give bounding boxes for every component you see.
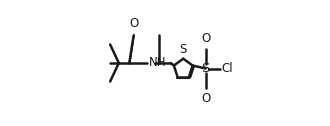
Text: Cl: Cl [221, 62, 233, 75]
Text: S: S [202, 62, 210, 75]
Text: O: O [201, 92, 210, 105]
Text: O: O [130, 17, 139, 30]
Text: NH: NH [149, 56, 166, 70]
Text: S: S [180, 43, 187, 56]
Text: O: O [201, 32, 210, 45]
